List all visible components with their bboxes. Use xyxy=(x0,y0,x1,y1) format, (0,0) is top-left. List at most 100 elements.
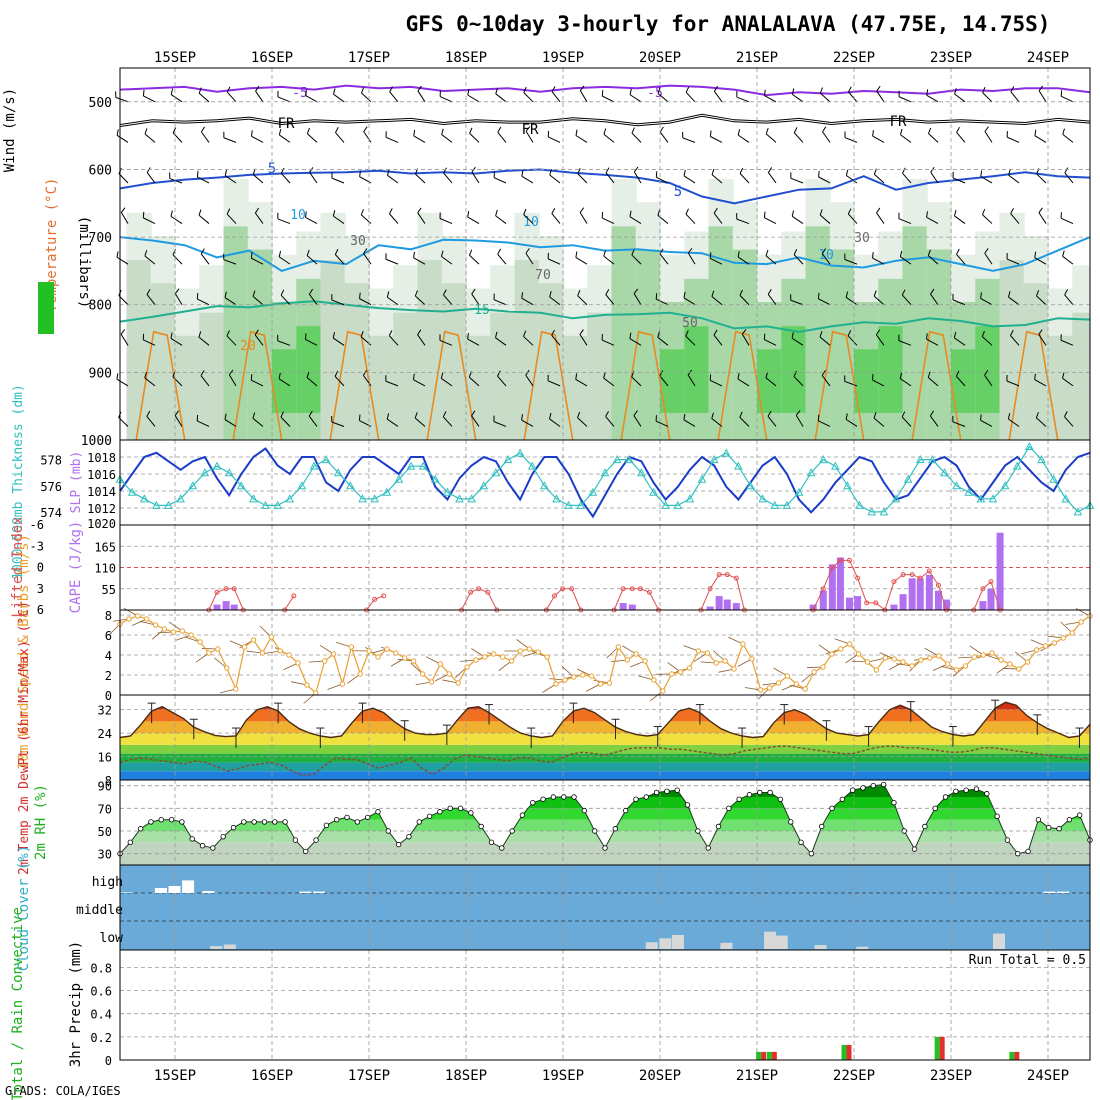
thickness-point xyxy=(697,474,707,483)
lifted-index-point xyxy=(724,572,730,578)
wind-speed-point xyxy=(188,632,194,638)
wind-barb xyxy=(603,133,615,143)
wind-barb-flag xyxy=(873,290,877,297)
thickness-point xyxy=(346,481,355,490)
wind-barb-flag xyxy=(306,127,310,134)
wind-barb xyxy=(901,294,912,306)
cloud-tick-middle: middle xyxy=(76,903,123,918)
wind-barb-flag xyxy=(495,209,498,216)
contour-label: 10 xyxy=(523,215,539,230)
wind-barb xyxy=(605,294,615,306)
date-label-bottom: 20SEP xyxy=(639,1068,681,1084)
wind-barb xyxy=(525,374,534,387)
li-tick: -6 xyxy=(30,518,44,532)
wind-barb xyxy=(764,339,777,346)
thickness-point xyxy=(891,494,901,503)
wind-barb-flag xyxy=(440,250,444,257)
wind-barb xyxy=(467,338,480,346)
contour-label: -5 xyxy=(292,86,308,101)
wind-barb xyxy=(656,298,669,306)
thickness-point xyxy=(467,494,476,503)
date-label-top: 22SEP xyxy=(833,50,875,66)
wind-barb xyxy=(1062,134,1074,143)
wind-barb-flag xyxy=(497,248,501,255)
thickness-point xyxy=(552,494,561,503)
wind-barb-flag xyxy=(605,411,609,417)
rh-point xyxy=(158,816,164,823)
li-tick: -3 xyxy=(30,539,44,553)
date-label-bottom: 15SEP xyxy=(154,1068,196,1084)
wind-barb xyxy=(741,333,750,346)
wind-barb-flag xyxy=(1035,411,1039,418)
wind-barb xyxy=(441,378,453,387)
wind-barb-flag xyxy=(926,333,928,340)
wind-barb-flag xyxy=(443,167,447,174)
rh-point xyxy=(478,823,484,830)
wind-barb xyxy=(361,92,372,103)
wind-barb xyxy=(739,295,750,306)
thickness-point xyxy=(867,507,877,516)
rh-cell-moist xyxy=(126,260,152,440)
series-line-thickness xyxy=(119,445,1091,513)
wind-barb xyxy=(739,173,750,184)
wind-barb xyxy=(1006,136,1020,143)
date-label-bottom: 22SEP xyxy=(833,1068,875,1084)
cape-bar xyxy=(916,578,924,610)
wind-barb-flag xyxy=(876,85,881,92)
wind-barb-flag xyxy=(359,292,361,299)
wind-barb xyxy=(873,417,885,427)
wind-speed-point xyxy=(793,681,800,687)
cloud-low-bar xyxy=(671,935,684,949)
axis-label-3hr-precip: 3hr Precip (mm) xyxy=(68,941,84,1067)
wind-barb-flag xyxy=(471,410,476,417)
rh-point xyxy=(292,837,299,843)
wind-barb-flag xyxy=(278,250,282,257)
wind-barb xyxy=(926,216,939,225)
wind-barb xyxy=(793,132,804,143)
date-label-top: 18SEP xyxy=(445,50,487,66)
wind-barb-flag xyxy=(413,251,415,258)
wind-barb xyxy=(417,334,426,346)
wind-barb-flag xyxy=(791,210,795,217)
wind-barb xyxy=(443,294,453,306)
wind-barb xyxy=(551,213,561,224)
wind-speed-point xyxy=(740,641,746,647)
pressure-tick: 900 xyxy=(89,366,112,381)
wind-speed-point xyxy=(1060,635,1067,641)
wind-barb xyxy=(143,95,156,103)
wind-barb-flag xyxy=(549,169,552,176)
thickness-point xyxy=(236,481,246,490)
wind-barb xyxy=(737,378,750,387)
wind-barb xyxy=(277,340,291,346)
rh-point xyxy=(303,848,309,855)
wind-barb xyxy=(333,215,345,224)
wind-barb xyxy=(305,338,318,346)
wind-barb-flag xyxy=(308,288,314,295)
wind-barb xyxy=(900,256,912,265)
axis-label-slp: SLP (mb) xyxy=(69,451,84,514)
wind-speed-point xyxy=(927,655,933,661)
wind-barb-flag xyxy=(683,291,686,298)
lifted-index-point xyxy=(485,589,491,595)
wind-barb xyxy=(146,416,156,427)
wind-barb-flag xyxy=(926,211,928,218)
temp-contour-20 xyxy=(135,330,186,441)
lifted-index-point xyxy=(646,589,652,595)
rh-cell-moist xyxy=(563,335,589,440)
temp-band xyxy=(120,753,1090,763)
rh-point xyxy=(891,799,897,806)
wind-barb xyxy=(1064,172,1074,184)
thickness-point xyxy=(952,481,961,490)
wind-speed-point xyxy=(437,661,444,667)
lifted-index-line xyxy=(700,574,745,611)
wind-barb xyxy=(710,379,723,387)
thickness-point xyxy=(758,494,767,503)
wind-barb xyxy=(252,295,264,306)
wind-barb-flag xyxy=(226,86,231,93)
thickness-point xyxy=(394,474,404,483)
wind-barb-flag xyxy=(280,167,285,174)
rh-cell-moist xyxy=(999,260,1025,440)
thickness-point xyxy=(794,487,804,496)
lifted-index-point xyxy=(864,600,870,606)
